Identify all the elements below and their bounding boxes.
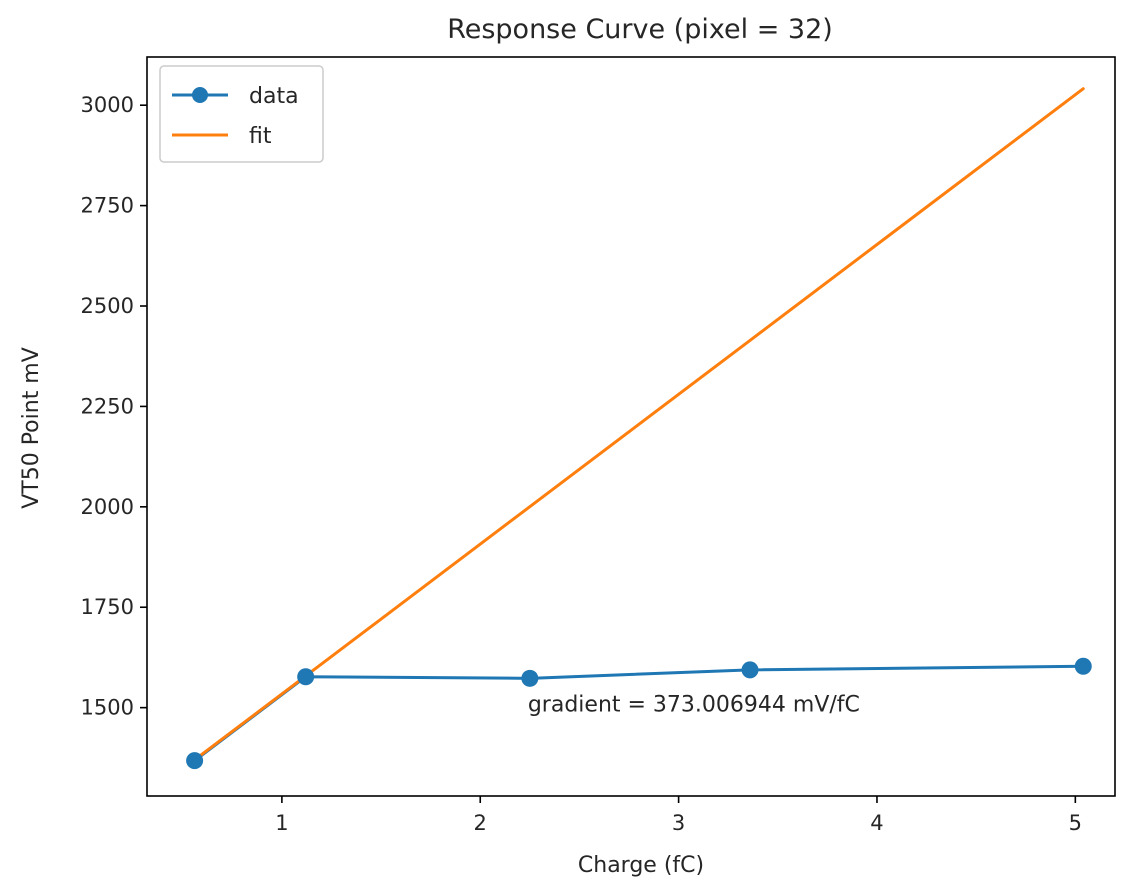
data-point <box>1074 657 1092 675</box>
plot-area <box>146 56 1116 797</box>
legend-box <box>159 65 324 163</box>
x-axis-label: Charge (fC) <box>578 853 704 878</box>
y-tick-label: 2500 <box>81 294 134 318</box>
data-point <box>741 661 759 679</box>
x-axis-ticks: 1 2 3 4 5 <box>275 796 1082 835</box>
x-tick-label: 3 <box>672 811 685 835</box>
y-tick-label: 2750 <box>81 194 134 218</box>
data-point <box>186 752 204 770</box>
x-tick-label: 1 <box>275 811 288 835</box>
legend-marker-data <box>192 87 208 103</box>
y-axis-ticks: 1500 1750 2000 2250 2500 2750 3000 <box>81 93 147 720</box>
chart-title: Response Curve (pixel = 32) <box>447 14 833 45</box>
legend-label-data: data <box>249 84 299 109</box>
gradient-annotation: gradient = 373.006944 mV/fC <box>528 693 860 718</box>
x-tick-label: 4 <box>870 811 883 835</box>
y-tick-label: 2000 <box>81 495 134 519</box>
series-layer <box>186 87 1092 770</box>
series-fit-line <box>193 87 1085 762</box>
x-tick-label: 2 <box>474 811 487 835</box>
y-tick-label: 1500 <box>81 696 134 720</box>
data-point <box>521 669 539 687</box>
y-tick-label: 1750 <box>81 595 134 619</box>
y-tick-label: 2250 <box>81 394 134 418</box>
plot-frame <box>146 56 1116 797</box>
y-tick-label: 3000 <box>81 93 134 117</box>
data-point <box>297 668 315 686</box>
legend-label-fit: fit <box>249 124 272 149</box>
y-axis-label: VT50 Point mV <box>19 347 44 509</box>
x-tick-label: 5 <box>1069 811 1082 835</box>
legend: data fit <box>159 65 324 163</box>
